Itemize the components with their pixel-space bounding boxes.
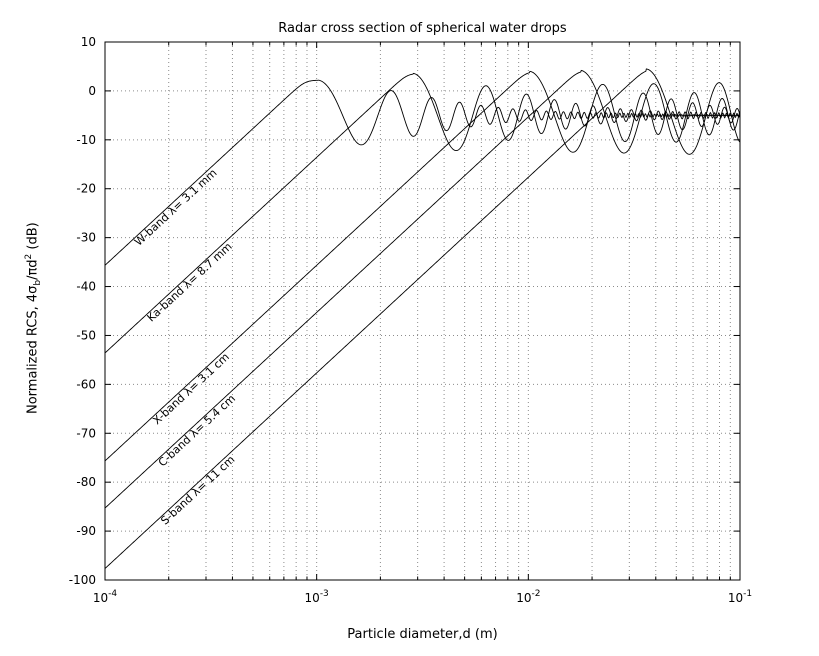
y-label-prefix: Normalized RCS, 4: [25, 293, 41, 414]
x-tick-label: 10-3: [305, 589, 329, 605]
y-label-suffix: (dB): [25, 222, 41, 254]
series-curve-x-band: [104, 70, 741, 462]
series-curve-s-band: [104, 68, 741, 569]
y-tick-label: -10: [76, 133, 96, 147]
chart-title: Radar cross section of spherical water d…: [278, 21, 567, 36]
y-tick-label: -80: [76, 475, 96, 489]
y-tick-label: -70: [76, 426, 96, 440]
x-tick-label: 10-2: [516, 589, 540, 605]
sigma-symbol: σ: [25, 285, 41, 294]
x-axis-label: Particle diameter,d (m): [347, 627, 498, 642]
series-label-w-band: W-band λ= 3.1 mm: [132, 166, 220, 248]
y-tick-label: -60: [76, 377, 96, 391]
y-label-mid: /πd: [25, 259, 41, 280]
y-tick-label: -50: [76, 328, 96, 342]
x-tick-label: 10-1: [728, 589, 752, 605]
y-tick-label: 10: [81, 35, 96, 49]
y-label-superscript: 2: [24, 253, 34, 260]
series-curve-c-band: [104, 69, 741, 509]
y-label-subscript: b: [32, 279, 43, 286]
series-curve-ka-band: [104, 72, 741, 354]
x-tick-label: 10-4: [93, 589, 118, 605]
y-axis-label: Normalized RCS, 4σb/πd2 (dB): [24, 222, 43, 414]
y-tick-label: -40: [76, 280, 96, 294]
y-tick-label: 0: [88, 84, 96, 98]
y-tick-label: -20: [76, 182, 96, 196]
series-label-ka-band: Ka-band λ= 8.7 mm: [145, 240, 235, 325]
y-tick-label: -30: [76, 231, 96, 245]
axes-box: [104, 41, 741, 581]
series-curve-w-band: [104, 79, 741, 266]
y-tick-label: -100: [69, 573, 96, 587]
y-tick-label: -90: [76, 524, 96, 538]
